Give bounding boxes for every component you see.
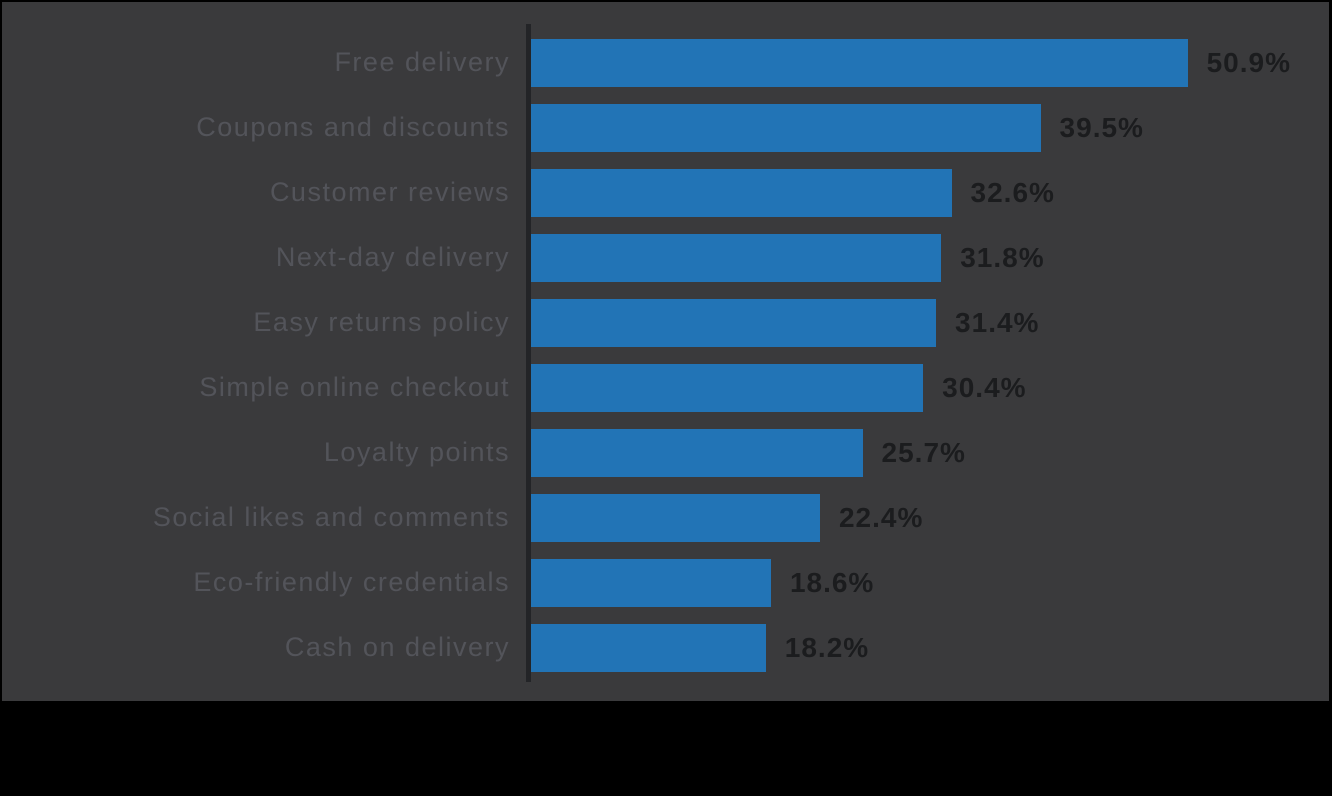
bar-track: 25.7% [531, 420, 1329, 485]
category-label: Social likes and comments [152, 502, 510, 532]
category-label: Coupons and discounts [196, 112, 510, 142]
bar-row: Cash on delivery 18.2% [2, 615, 1329, 680]
value-label: 18.2% [784, 631, 870, 663]
value-label: 39.5% [1059, 111, 1144, 143]
bar-track: 50.9% [531, 30, 1329, 95]
bar-row: Simple online checkout 30.4% [2, 355, 1329, 420]
y-axis-line [526, 24, 531, 682]
bar-row: Social likes and comments 22.4% [2, 485, 1329, 550]
value-label: 18.6% [789, 566, 875, 598]
bar-track: 18.2% [531, 615, 1329, 680]
bar [531, 168, 952, 217]
category-label: Customer reviews [269, 177, 510, 207]
bar-track: 18.6% [531, 550, 1329, 615]
bar [531, 103, 1041, 152]
bar-track: 39.5% [531, 95, 1329, 160]
bar-track: 32.6% [531, 160, 1329, 225]
bar-row: Free delivery 50.9% [2, 30, 1329, 95]
bar-track: 31.4% [531, 290, 1329, 355]
value-label: 22.4% [838, 501, 924, 533]
bar [531, 363, 924, 412]
category-label: Cash on delivery [284, 632, 510, 662]
bar-chart: Free delivery 50.9% Coupons and discounts 3… [2, 30, 1329, 680]
bar-track: 31.8% [531, 225, 1329, 290]
bar [531, 298, 937, 347]
value-label: 31.4% [955, 306, 1040, 338]
bar-row: Customer reviews 32.6% [2, 160, 1329, 225]
value-label: 50.9% [1206, 46, 1292, 78]
bar-track: 30.4% [531, 355, 1329, 420]
bar-row: Next-day delivery 31.8% [2, 225, 1329, 290]
chart-panel: Free delivery 50.9% Coupons and discounts 3… [2, 2, 1329, 701]
value-label: 25.7% [881, 436, 966, 468]
category-label: Next-day delivery [275, 242, 510, 272]
category-label: Free delivery [334, 47, 510, 77]
bar [531, 623, 766, 672]
bar-row: Loyalty points 25.7% [2, 420, 1329, 485]
bar-track: 22.4% [531, 485, 1329, 550]
category-label: Eco-friendly credentials [193, 567, 510, 597]
bar [531, 493, 820, 542]
bar [531, 38, 1188, 87]
bar [531, 233, 942, 282]
category-label: Simple online checkout [199, 372, 510, 402]
bar-row: Coupons and discounts 39.5% [2, 95, 1329, 160]
category-label: Easy returns policy [253, 307, 510, 337]
value-label: 32.6% [970, 176, 1055, 208]
bar-row: Easy returns policy 31.4% [2, 290, 1329, 355]
value-label: 30.4% [942, 371, 1027, 403]
value-label: 31.8% [960, 241, 1045, 273]
bar [531, 428, 863, 477]
category-label: Loyalty points [323, 437, 510, 467]
bar-row: Eco-friendly credentials 18.6% [2, 550, 1329, 615]
bar [531, 558, 771, 607]
